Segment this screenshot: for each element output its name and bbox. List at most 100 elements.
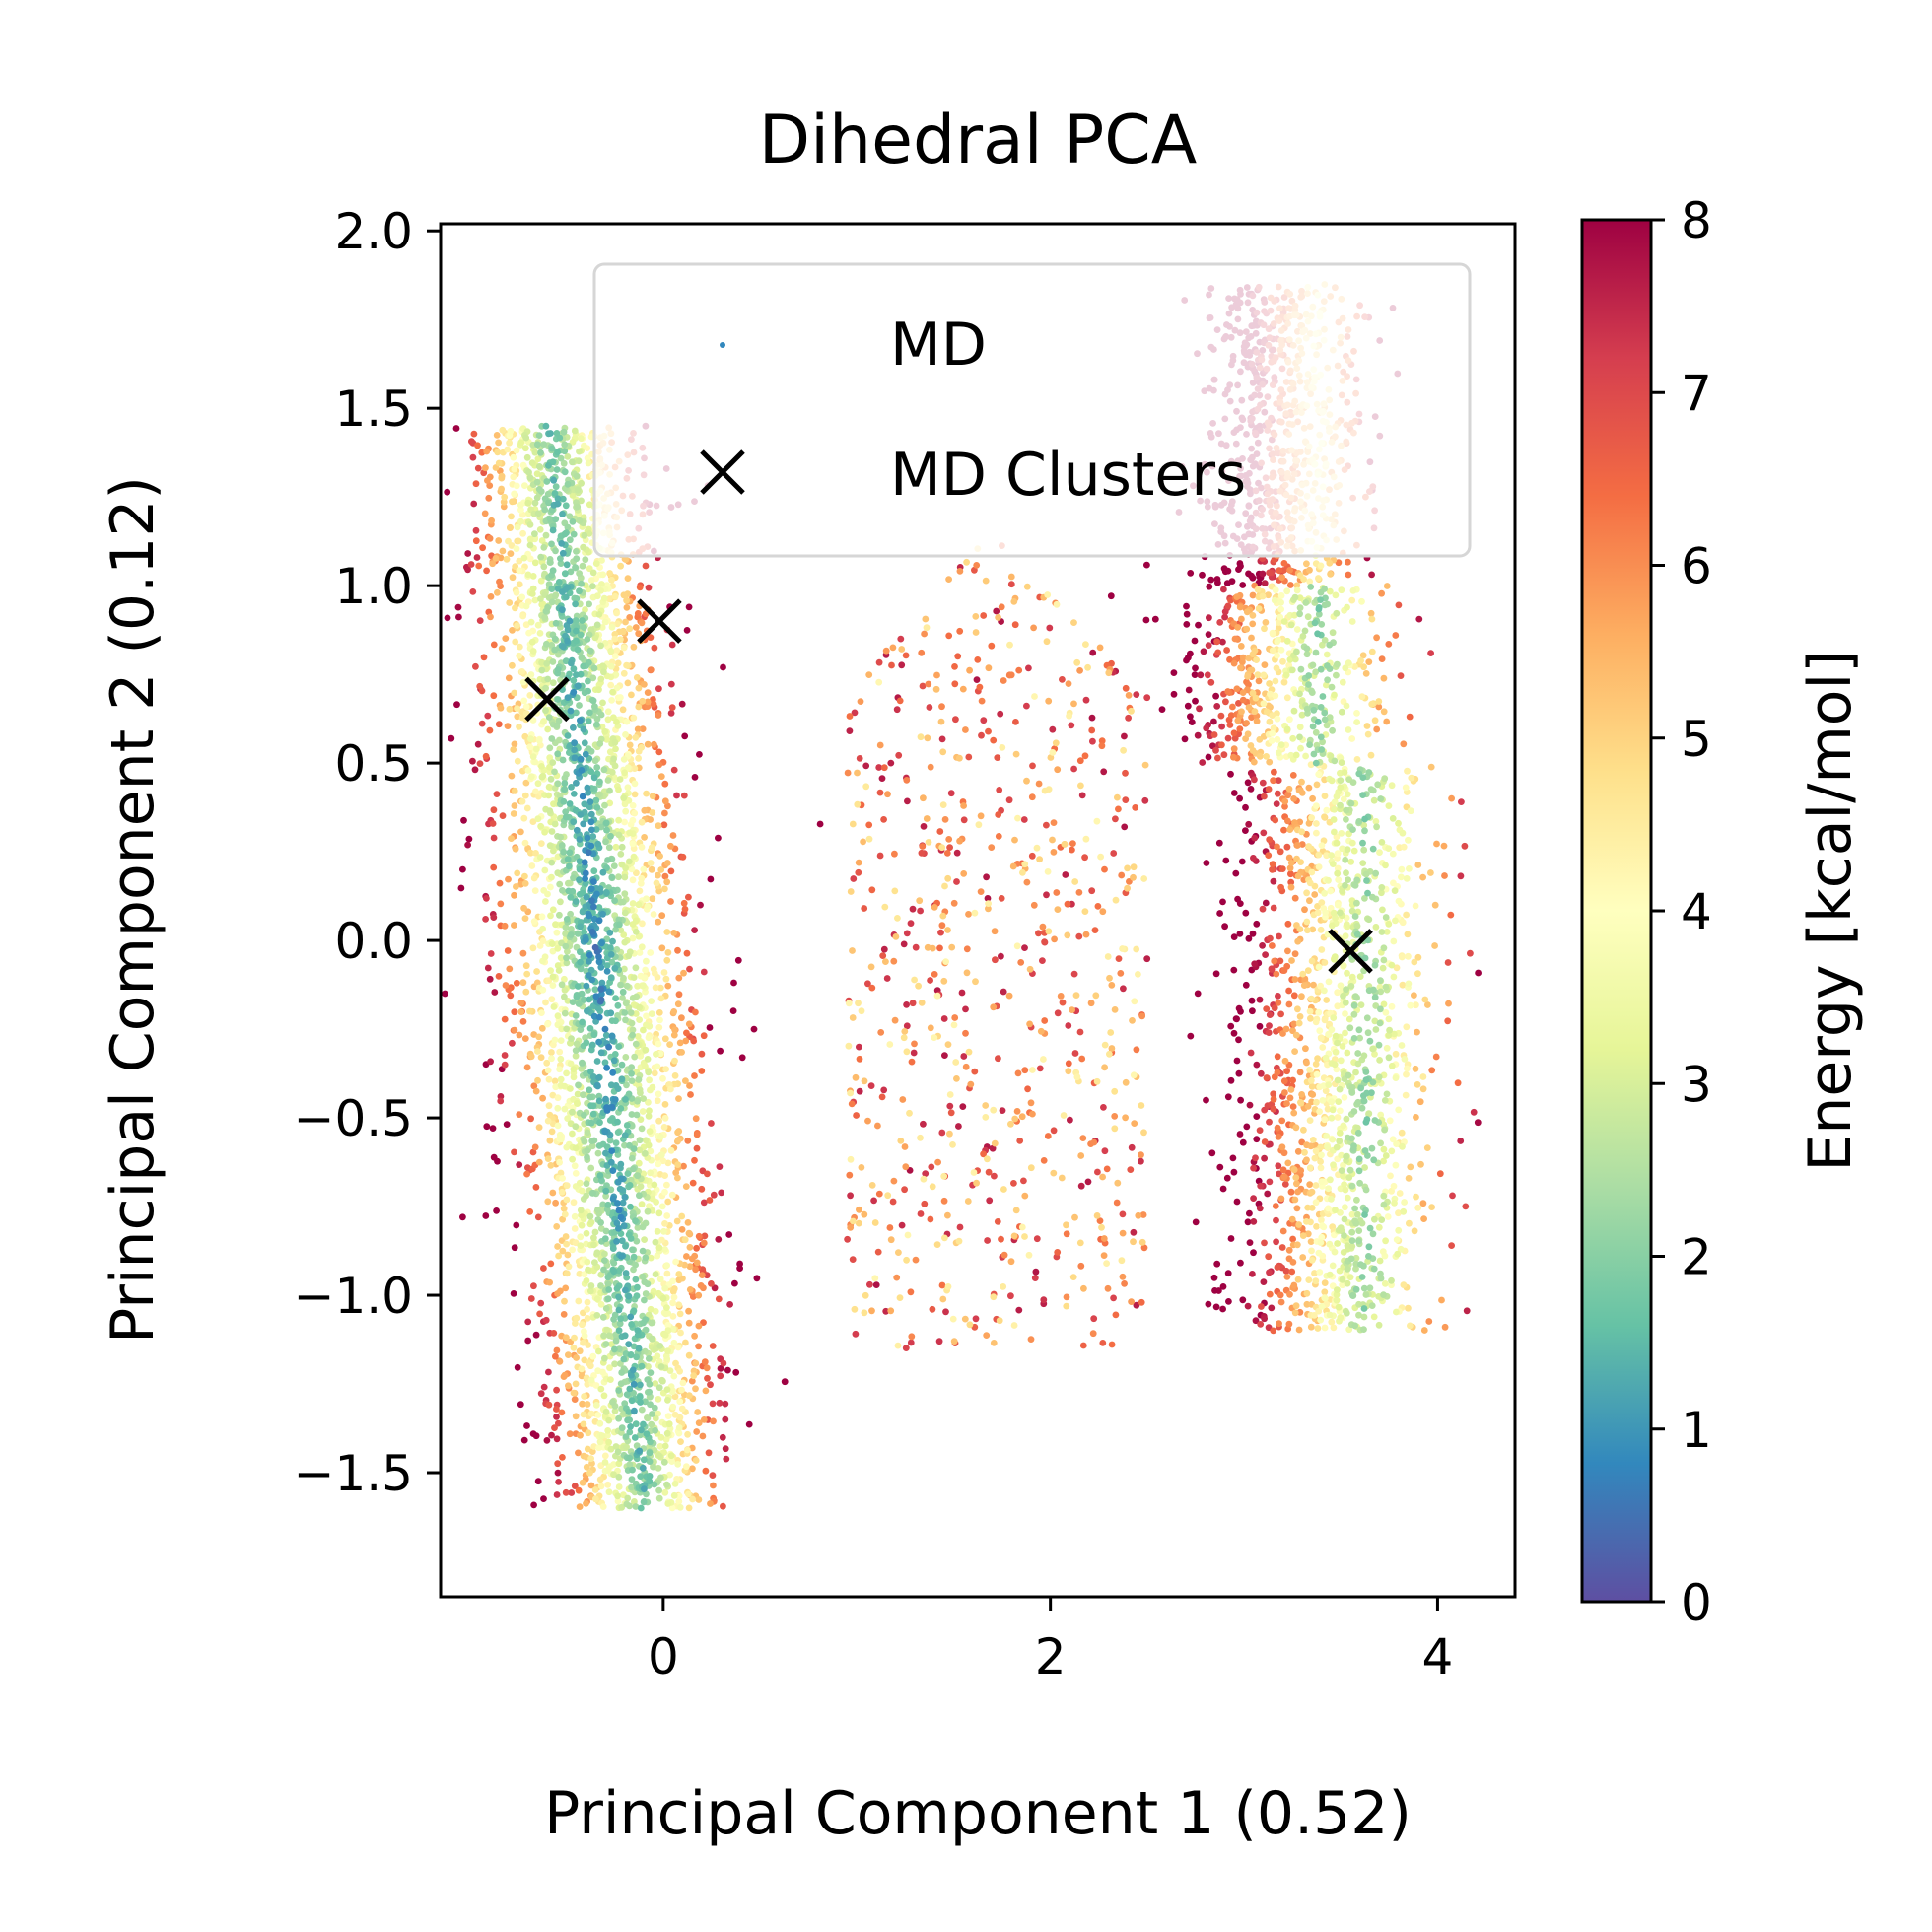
md-point — [1103, 1165, 1111, 1173]
md-point — [972, 1315, 980, 1323]
md-point — [685, 1490, 692, 1498]
md-point — [544, 1198, 552, 1206]
md-point — [1069, 846, 1075, 854]
md-point — [985, 905, 992, 913]
md-point — [528, 862, 536, 869]
md-point — [475, 562, 483, 570]
md-point — [1358, 693, 1366, 701]
md-point — [523, 1422, 530, 1429]
md-point — [1373, 634, 1380, 642]
md-point — [1133, 945, 1140, 953]
md-point — [1294, 872, 1302, 880]
md-point — [697, 901, 704, 909]
md-point — [1090, 1138, 1098, 1146]
md-point — [521, 445, 529, 452]
md-point — [1321, 1116, 1329, 1124]
md-point — [1078, 792, 1086, 799]
md-point — [663, 1386, 671, 1393]
md-point — [674, 1000, 682, 1008]
md-point — [564, 1115, 572, 1122]
md-point — [1250, 1249, 1257, 1257]
md-point — [1415, 615, 1423, 623]
md-point — [577, 1431, 584, 1439]
md-point — [1007, 1258, 1015, 1266]
md-point — [583, 1277, 590, 1284]
md-point — [670, 1339, 678, 1346]
md-point — [1329, 1106, 1337, 1114]
md-point — [1208, 1149, 1216, 1157]
md-point — [675, 1497, 683, 1505]
md-point — [1257, 1321, 1265, 1328]
md-point — [1093, 1077, 1101, 1085]
md-point — [597, 1301, 605, 1308]
md-point — [973, 562, 981, 569]
md-point — [1317, 562, 1325, 570]
md-point — [1248, 997, 1256, 1004]
md-point — [636, 887, 644, 895]
md-point — [1389, 1136, 1397, 1143]
md-point — [664, 1413, 672, 1419]
md-point — [1273, 800, 1280, 807]
md-point — [581, 1332, 588, 1340]
md-point — [1239, 696, 1247, 704]
md-point — [1181, 735, 1189, 743]
md-point — [1309, 926, 1317, 933]
md-point — [893, 706, 901, 714]
md-point — [864, 1117, 871, 1125]
md-point — [1399, 1142, 1406, 1150]
md-point — [1285, 1000, 1293, 1008]
md-point — [529, 573, 537, 580]
md-point — [718, 1189, 725, 1197]
md-point — [585, 459, 592, 467]
md-point — [1362, 670, 1370, 677]
md-point — [683, 1463, 690, 1471]
md-point — [1343, 702, 1350, 710]
md-point — [1040, 1056, 1047, 1063]
md-point — [996, 787, 1003, 794]
md-point — [678, 700, 686, 708]
md-point — [1308, 1083, 1316, 1090]
md-point — [460, 816, 467, 824]
md-point — [571, 1483, 579, 1489]
md-point — [667, 898, 674, 905]
md-point — [516, 557, 523, 565]
md-point — [648, 1010, 656, 1017]
md-point — [569, 1155, 576, 1163]
md-point — [937, 929, 944, 936]
md-point — [1069, 1006, 1075, 1013]
md-point — [1221, 923, 1228, 931]
md-point — [1312, 1199, 1320, 1207]
md-point — [1081, 854, 1088, 862]
md-point — [677, 1438, 684, 1445]
chart-title: Dihedral PCA — [759, 102, 1198, 179]
md-point — [1261, 793, 1268, 800]
md-point — [1192, 664, 1199, 672]
md-point — [1245, 934, 1253, 942]
md-point — [1283, 637, 1291, 645]
md-point — [1334, 989, 1342, 997]
md-point — [693, 1244, 700, 1252]
md-point — [934, 1158, 941, 1166]
md-point — [506, 439, 513, 447]
md-point — [1233, 593, 1241, 600]
md-point — [850, 875, 858, 882]
md-point — [608, 576, 615, 584]
md-point — [1077, 1152, 1085, 1159]
md-point — [698, 1050, 706, 1058]
md-point — [703, 1364, 711, 1372]
md-point — [938, 735, 946, 743]
md-point — [1390, 937, 1398, 945]
md-point — [1341, 1094, 1348, 1101]
md-point — [1196, 705, 1203, 713]
md-point — [530, 874, 538, 882]
md-point — [1133, 1046, 1140, 1054]
md-point — [1328, 852, 1335, 859]
md-point — [901, 1143, 909, 1150]
md-point — [862, 783, 870, 791]
md-point — [990, 1003, 998, 1011]
md-point — [1290, 1166, 1298, 1174]
md-point — [951, 1014, 959, 1021]
md-point — [1099, 1340, 1107, 1346]
md-point — [605, 1416, 613, 1424]
md-point — [1276, 619, 1282, 626]
